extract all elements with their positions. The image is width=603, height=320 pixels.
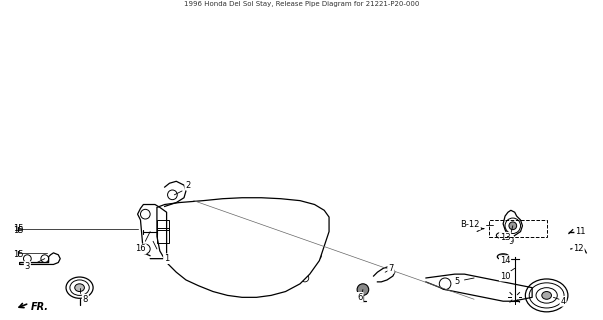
Text: 14: 14 (500, 256, 510, 265)
Text: 6: 6 (358, 293, 362, 302)
Text: 12: 12 (573, 244, 584, 253)
Bar (157, 228, 168, 243)
Text: 3: 3 (25, 262, 30, 271)
Bar (488, 220, 547, 237)
Ellipse shape (542, 292, 552, 299)
Text: 2: 2 (185, 181, 191, 190)
Text: 4: 4 (560, 297, 566, 306)
Ellipse shape (499, 234, 503, 237)
Text: 15: 15 (13, 250, 24, 259)
Text: 15: 15 (13, 224, 24, 233)
Ellipse shape (75, 284, 84, 292)
Circle shape (509, 222, 517, 230)
Text: 15: 15 (13, 226, 24, 235)
Text: 16: 16 (135, 244, 146, 253)
Text: FR.: FR. (31, 302, 49, 312)
Title: 1996 Honda Del Sol Stay, Release Pipe Diagram for 21221-P20-000: 1996 Honda Del Sol Stay, Release Pipe Di… (184, 1, 419, 7)
Text: 10: 10 (500, 272, 510, 281)
Text: 8: 8 (83, 295, 88, 304)
PathPatch shape (157, 198, 329, 297)
Text: 13: 13 (500, 233, 510, 242)
Text: 11: 11 (575, 227, 586, 236)
Bar (157, 220, 168, 230)
Text: 9: 9 (508, 237, 514, 246)
Circle shape (357, 284, 368, 295)
Text: B-12: B-12 (461, 220, 480, 229)
Circle shape (247, 239, 266, 259)
Text: 1: 1 (164, 254, 169, 263)
Text: 5: 5 (454, 277, 459, 286)
Text: 7: 7 (388, 264, 394, 273)
